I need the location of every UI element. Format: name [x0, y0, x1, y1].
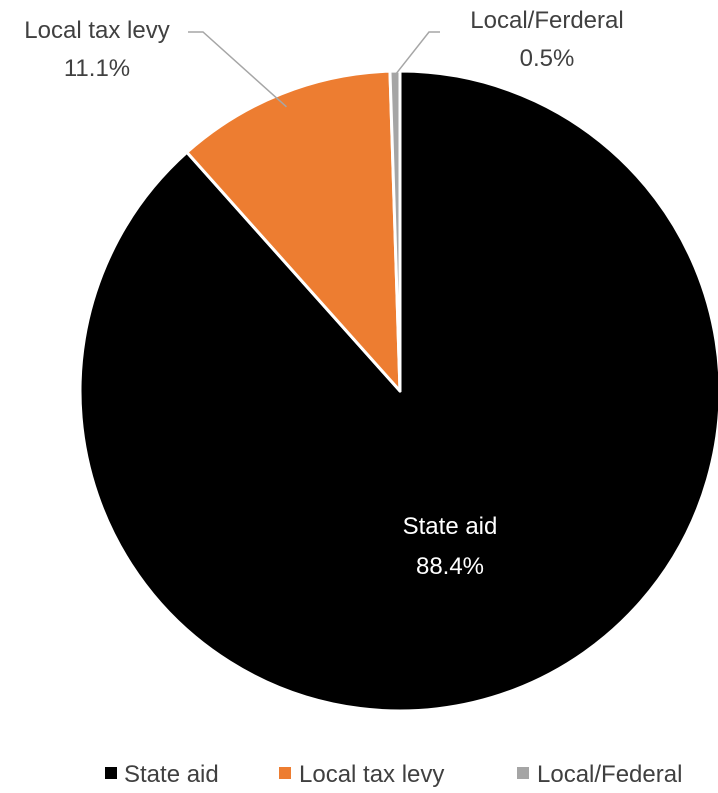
legend-label-local-federal: Local/Federal	[537, 761, 682, 788]
label-state-aid-value: 88.4%	[416, 553, 484, 580]
legend-swatch-state-aid	[105, 767, 117, 779]
legend-swatch-local-federal	[517, 767, 529, 779]
slice-local-tax-levy	[185, 69, 402, 393]
legend-swatch-local-tax-levy	[279, 767, 291, 779]
legend-label-state-aid: State aid	[124, 761, 219, 788]
label-state-aid: State aid 88.4%	[403, 513, 498, 580]
pie-slices	[78, 69, 718, 713]
legend-item-state-aid: State aid	[105, 761, 219, 788]
label-local-tax-levy: Local tax levy 11.1%	[24, 17, 169, 82]
label-local-federal-name: Local/Ferderal	[470, 7, 623, 34]
legend-item-local-tax-levy: Local tax levy	[279, 761, 444, 788]
label-local-tax-levy-value: 11.1%	[64, 55, 130, 82]
legend: State aid Local tax levy Local/Federal	[105, 761, 682, 788]
leader-lines	[188, 31, 440, 108]
legend-label-local-tax-levy: Local tax levy	[299, 761, 444, 788]
label-state-aid-name: State aid	[403, 513, 498, 540]
label-local-federal: Local/Ferderal 0.5%	[470, 7, 623, 72]
leader-local-federal	[394, 31, 440, 76]
label-local-tax-levy-name: Local tax levy	[24, 17, 169, 44]
legend-item-local-federal: Local/Federal	[517, 761, 682, 788]
leader-local-tax-levy	[188, 31, 287, 108]
slice-local-federal	[388, 69, 402, 393]
label-local-federal-value: 0.5%	[520, 45, 575, 72]
